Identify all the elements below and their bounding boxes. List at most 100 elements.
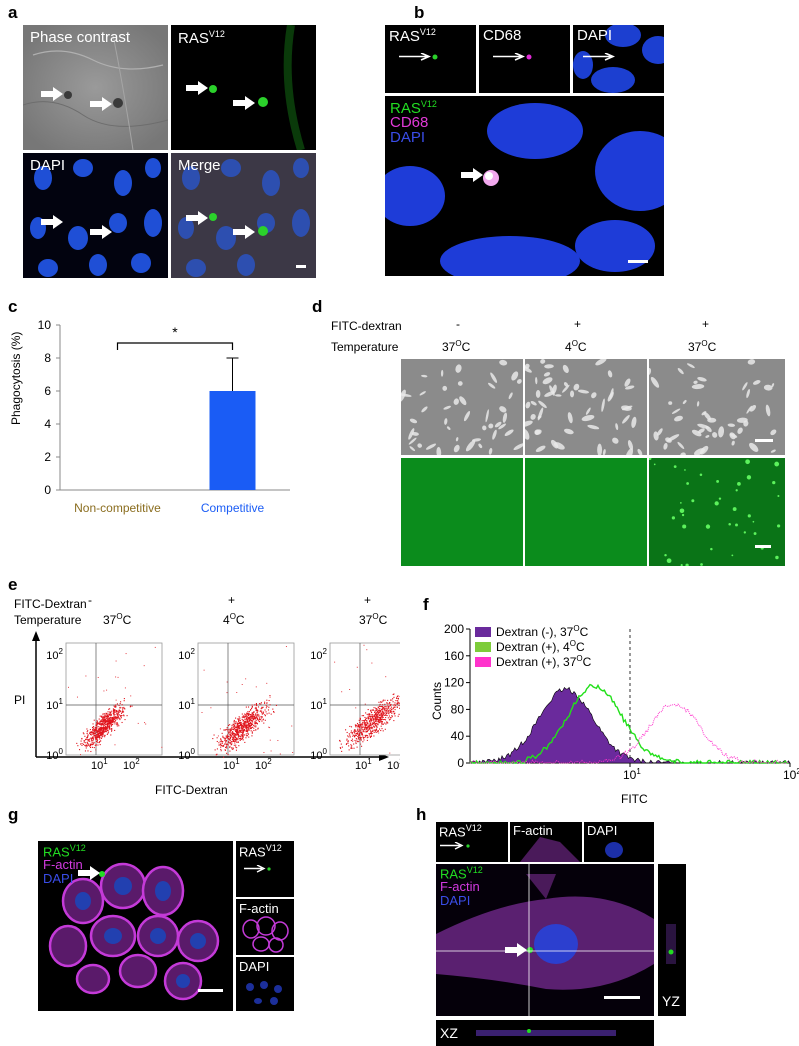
flow-event-dot bbox=[261, 707, 263, 709]
flow-event-dot bbox=[228, 742, 230, 744]
flow-event-dot bbox=[381, 721, 384, 723]
flow-event-dot bbox=[369, 727, 371, 729]
flow-event-dot bbox=[390, 717, 392, 719]
flow-event-dot bbox=[233, 727, 235, 729]
flow-event-dot bbox=[268, 706, 270, 708]
flow-event-dot bbox=[366, 713, 368, 715]
flow-event-dot bbox=[137, 722, 139, 724]
scale-bar bbox=[755, 439, 773, 442]
flow-event-dot bbox=[223, 745, 225, 747]
g-factin-small-image: F-actin bbox=[236, 899, 294, 955]
flow-event-dot bbox=[372, 727, 374, 729]
flow-event-dot bbox=[383, 714, 385, 716]
flow-event-dot bbox=[238, 716, 240, 718]
flow-event-dot bbox=[360, 728, 362, 730]
h-small-factin-label: F-actin bbox=[513, 823, 553, 838]
flow-event-dot bbox=[255, 703, 258, 705]
flow-event-dot bbox=[390, 706, 392, 708]
c-ytick-label: 2 bbox=[44, 450, 51, 464]
flow-event-dot bbox=[376, 720, 378, 723]
flow-xtick-label: 102 bbox=[123, 757, 140, 772]
d-temp-row-label: Temperature bbox=[331, 340, 399, 354]
h-yz-image: YZ bbox=[658, 864, 686, 1016]
flow-event-dot bbox=[103, 723, 105, 725]
flow-event-dot bbox=[90, 731, 92, 733]
flow-event-dot bbox=[104, 717, 106, 719]
flow-event-dot bbox=[273, 710, 275, 713]
flow-event-dot bbox=[360, 732, 362, 734]
flow-event-dot bbox=[233, 736, 235, 738]
flow-event-dot bbox=[369, 727, 371, 729]
flow-event-dot bbox=[105, 728, 107, 731]
flow-xtick-label: 101 bbox=[355, 757, 372, 772]
flow-event-dot bbox=[232, 748, 234, 750]
flow-event-dot bbox=[254, 716, 256, 718]
flow-event-dot bbox=[113, 717, 115, 720]
flow-event-dot bbox=[113, 711, 115, 713]
flow-event-dot bbox=[356, 746, 358, 748]
flow-event-dot bbox=[368, 714, 370, 716]
cell-shape bbox=[691, 384, 705, 390]
flow-event-dot bbox=[85, 747, 87, 749]
fitc-spot bbox=[731, 554, 734, 557]
flow-event-dot bbox=[115, 706, 117, 708]
flow-event-dot bbox=[113, 717, 115, 719]
flow-event-dot bbox=[108, 713, 110, 715]
flow-event-dot bbox=[254, 716, 256, 718]
flow-event-dot bbox=[89, 729, 91, 731]
scale-bar bbox=[198, 989, 223, 992]
flow-event-dot bbox=[251, 726, 254, 728]
flow-event-dot bbox=[377, 713, 379, 715]
flow-event-dot bbox=[161, 746, 163, 748]
flow-event-dot bbox=[351, 732, 353, 734]
flow-event-dot bbox=[232, 731, 234, 733]
f-xtick-label: 102 bbox=[783, 767, 799, 782]
flow-event-dot bbox=[266, 682, 268, 684]
flow-event-dot bbox=[371, 714, 373, 716]
flow-xtick-label: 102 bbox=[387, 757, 400, 772]
flow-event-dot bbox=[83, 740, 85, 742]
flow-event-dot bbox=[114, 711, 116, 713]
d-col1-fitc: - bbox=[456, 317, 460, 331]
b-dapi-image: DAPI bbox=[573, 25, 664, 93]
g-dapi-label: DAPI bbox=[43, 871, 74, 886]
flow-event-dot bbox=[107, 731, 110, 733]
flow-event-dot bbox=[226, 745, 228, 747]
flow-event-dot bbox=[231, 726, 233, 728]
flow-event-dot bbox=[369, 723, 371, 725]
flow-event-dot bbox=[99, 734, 102, 736]
flow-event-dot bbox=[373, 719, 375, 721]
flow-event-dot bbox=[366, 720, 368, 722]
flow-event-dot bbox=[363, 721, 365, 723]
flow-event-dot bbox=[375, 723, 377, 725]
flow-event-dot bbox=[383, 707, 385, 709]
flow-event-dot bbox=[247, 716, 249, 718]
flow-event-dot bbox=[245, 727, 247, 729]
flow-event-dot bbox=[236, 731, 239, 733]
flow-event-dot bbox=[223, 729, 225, 731]
c-ytick-label: 4 bbox=[44, 417, 51, 431]
flow-event-dot bbox=[239, 729, 241, 731]
flow-event-dot bbox=[243, 730, 245, 732]
flow-event-dot bbox=[246, 716, 248, 718]
flow-event-dot bbox=[107, 727, 109, 729]
flow-event-dot bbox=[250, 718, 252, 720]
fitc-spot bbox=[673, 465, 677, 468]
flow-event-dot bbox=[226, 752, 228, 754]
flow-event-dot bbox=[358, 741, 360, 743]
flow-event-dot bbox=[236, 737, 238, 739]
e-col1-temp: 37OC bbox=[103, 612, 132, 627]
flow-event-dot bbox=[227, 724, 230, 726]
flow-event-dot bbox=[359, 721, 361, 723]
flow-event-dot bbox=[374, 730, 377, 732]
flow-event-dot bbox=[238, 718, 240, 720]
flow-event-dot bbox=[106, 716, 108, 718]
g-ras-small-image: RASV12 bbox=[236, 841, 294, 897]
flow-event-dot bbox=[239, 739, 241, 742]
flow-event-dot bbox=[355, 725, 357, 727]
flow-event-dot bbox=[233, 726, 235, 728]
flow-event-dot bbox=[111, 721, 113, 723]
flow-event-dot bbox=[233, 734, 235, 736]
flow-event-dot bbox=[236, 747, 238, 749]
cell-shape bbox=[455, 364, 462, 373]
